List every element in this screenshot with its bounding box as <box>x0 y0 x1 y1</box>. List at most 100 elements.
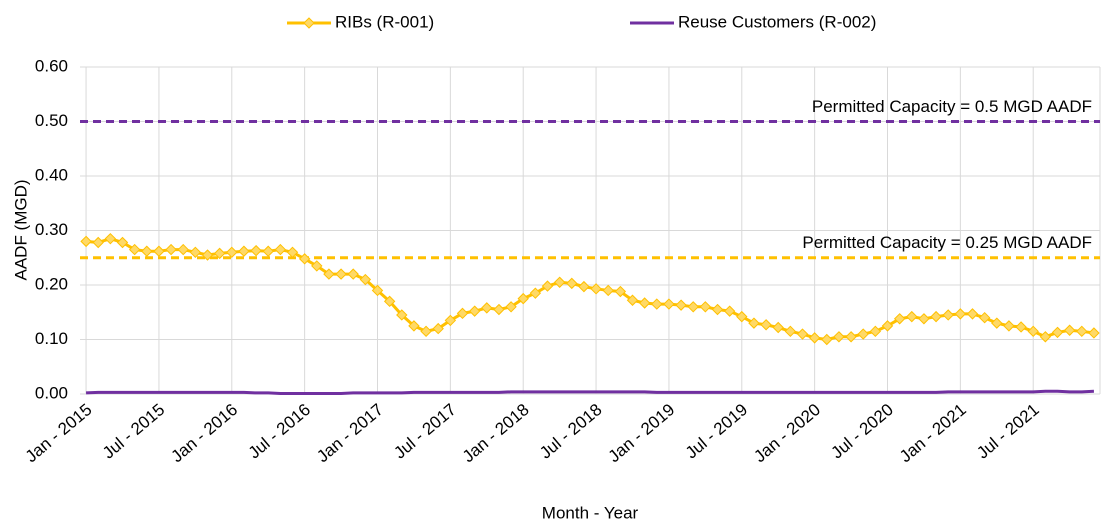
x-tick-label: Jul - 2020 <box>828 400 897 463</box>
data-point <box>833 331 845 343</box>
data-point <box>590 283 602 295</box>
data-point <box>602 284 614 297</box>
data-point <box>335 268 347 280</box>
x-axis-title: Month - Year <box>542 503 639 522</box>
data-point <box>687 301 699 313</box>
data-point <box>638 297 651 309</box>
data-point <box>1015 321 1027 333</box>
data-point <box>918 313 930 325</box>
data-point <box>748 317 760 329</box>
x-tick-label: Jan - 2018 <box>459 400 533 466</box>
y-axis-title: AADF (MGD) <box>11 179 30 280</box>
data-point <box>1003 320 1015 332</box>
data-point <box>128 243 141 256</box>
x-tick-label: Jan - 2019 <box>605 400 679 466</box>
data-point <box>468 305 481 317</box>
data-point <box>651 298 663 310</box>
data-point <box>821 333 833 346</box>
data-point <box>1063 324 1076 336</box>
data-point <box>396 309 408 321</box>
data-point <box>1076 325 1088 338</box>
data-point <box>1039 331 1052 343</box>
data-point <box>226 246 238 259</box>
data-point <box>1027 325 1039 338</box>
data-point <box>930 310 942 323</box>
x-tick-label: Jan - 2021 <box>896 400 970 466</box>
data-point <box>189 246 202 259</box>
data-point <box>529 287 542 299</box>
y-tick-label: 0.20 <box>35 274 68 293</box>
reference-label: Permitted Capacity = 0.5 MGD AADF <box>812 97 1092 116</box>
data-point <box>213 247 226 260</box>
data-point <box>432 322 444 335</box>
x-tick-label: Jul - 2015 <box>99 400 168 463</box>
data-point <box>141 245 153 257</box>
x-tick-label: Jul - 2018 <box>536 400 605 463</box>
y-tick-label: 0.40 <box>35 165 68 184</box>
data-point <box>311 260 323 272</box>
data-point <box>80 235 92 248</box>
data-point <box>869 325 882 338</box>
data-point <box>408 320 420 332</box>
data-point <box>92 236 104 249</box>
data-point <box>286 246 299 259</box>
data-point <box>857 328 869 340</box>
data-point <box>614 285 627 298</box>
data-point <box>493 303 505 316</box>
data-point <box>201 249 214 261</box>
reference-label: Permitted Capacity = 0.25 MGD AADF <box>802 233 1092 252</box>
data-point <box>165 243 177 256</box>
data-point <box>323 268 335 280</box>
y-tick-label: 0.30 <box>35 220 68 239</box>
data-point <box>784 325 797 338</box>
data-point <box>881 320 894 332</box>
data-point <box>517 292 529 305</box>
data-point <box>250 244 262 257</box>
x-tick-label: Jul - 2016 <box>245 400 314 463</box>
data-point <box>808 332 821 344</box>
data-point <box>723 305 736 317</box>
data-point <box>347 268 359 280</box>
data-point <box>942 309 954 321</box>
data-point <box>675 299 687 311</box>
data-point <box>736 310 748 323</box>
data-point <box>772 321 784 334</box>
data-point <box>383 295 396 308</box>
data-point <box>991 317 1003 329</box>
x-tick-label: Jan - 2016 <box>167 400 241 466</box>
y-tick-label: 0.60 <box>35 56 68 75</box>
data-point <box>553 276 566 288</box>
x-tick-label: Jul - 2021 <box>973 400 1042 463</box>
x-tick-label: Jan - 2015 <box>22 400 96 466</box>
data-point <box>760 319 772 331</box>
legend-label: RIBs (R-001) <box>335 12 434 31</box>
x-tick-label: Jul - 2017 <box>390 400 459 463</box>
data-point <box>566 277 578 290</box>
data-point <box>663 298 675 310</box>
legend-marker <box>303 17 315 29</box>
data-point <box>626 294 639 306</box>
data-point <box>444 314 457 327</box>
legend-label: Reuse Customers (R-002) <box>678 12 876 31</box>
y-tick-label: 0.50 <box>35 111 68 130</box>
data-point <box>1088 327 1100 339</box>
data-point <box>578 280 590 293</box>
data-point <box>505 301 517 313</box>
data-point <box>456 307 469 320</box>
data-point <box>845 331 857 343</box>
x-tick-label: Jul - 2019 <box>682 400 751 463</box>
data-point <box>954 308 967 320</box>
series-line <box>86 389 1094 395</box>
x-tick-label: Jan - 2020 <box>750 400 824 466</box>
data-point <box>699 301 712 313</box>
data-point <box>274 243 287 256</box>
data-point <box>481 302 493 314</box>
data-point <box>371 284 384 297</box>
data-point <box>262 245 274 257</box>
data-point <box>966 308 979 320</box>
data-point <box>104 232 117 245</box>
y-tick-label: 0.00 <box>35 383 68 402</box>
data-point <box>906 310 918 323</box>
x-tick-label: Jan - 2017 <box>313 400 387 466</box>
series-line <box>85 237 1095 341</box>
